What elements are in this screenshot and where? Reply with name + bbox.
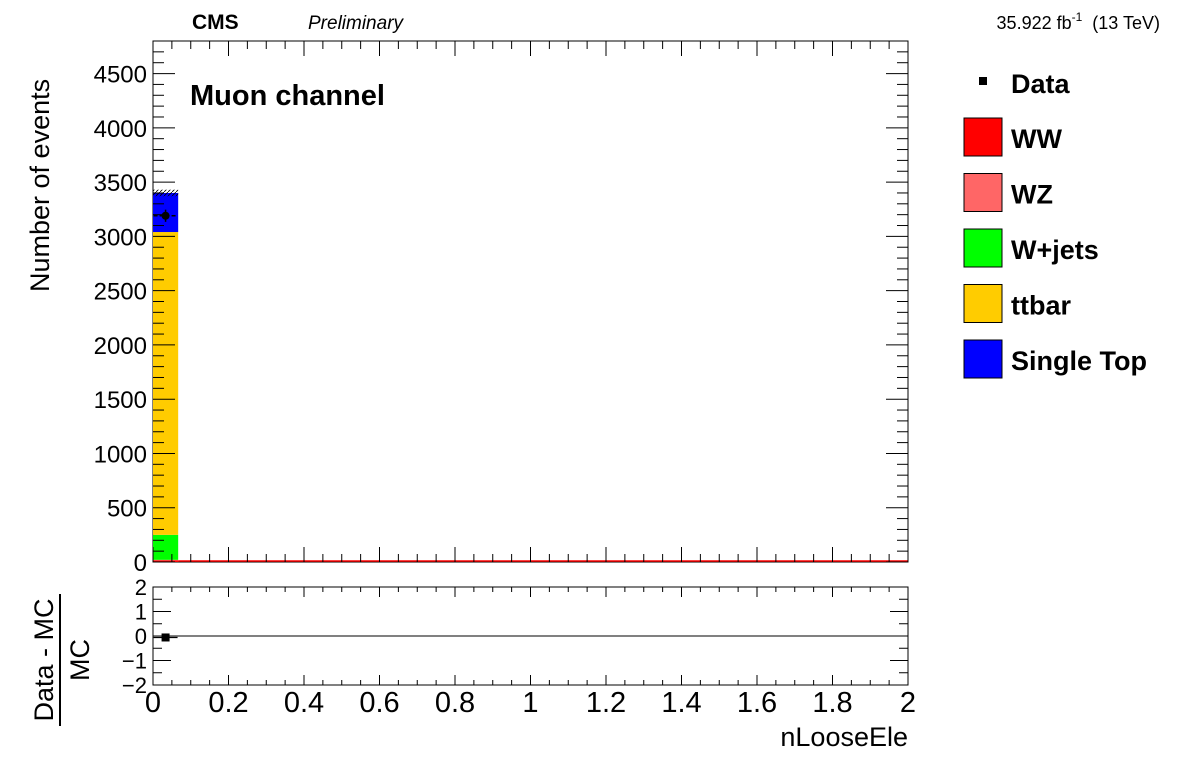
y-tick-label: 3000: [94, 224, 147, 251]
x-tick-label: 0.4: [284, 687, 324, 719]
legend-entries: WW WZ W+jets ttbar Single Top: [963, 117, 1147, 379]
bar-segment-w-jets: [153, 534, 179, 560]
ratio-y-tick-label: 2: [135, 575, 147, 600]
bar-segment-ww: [153, 560, 179, 562]
main-y-ticks: 0 500 1000 1500 2000 2500 3000 3500 4000 4500: [94, 51, 908, 577]
x-axis-label: nLooseEle: [780, 722, 908, 752]
bar-segment-ttbar: [153, 232, 179, 535]
x-tick-label: 2: [900, 687, 916, 719]
x-tick-label: 0: [145, 687, 161, 719]
legend: Data WW WZ W+jets ttbar Single Top: [963, 69, 1147, 379]
legend-swatch-ww: [963, 117, 1003, 157]
lumi-exponent: -1: [1072, 10, 1083, 24]
x-tick-label: 0.8: [435, 687, 475, 719]
stacked-bars: [153, 189, 908, 562]
ratio-y-label-numerator: Data - MC: [29, 598, 59, 721]
legend-marker-data: [979, 77, 987, 85]
lumi-label: 35.922 fb-1 (13 TeV): [997, 10, 1160, 33]
legend-swatch-ttbar: [963, 284, 1003, 323]
x-tick-label: 1.6: [737, 687, 777, 719]
lumi-value: 35.922 fb: [997, 13, 1072, 33]
x-tick-label: 0.2: [208, 687, 248, 719]
ratio-y-label-denominator: MC: [65, 639, 95, 681]
y-tick-label: 2500: [94, 279, 147, 306]
ratio-points: [153, 633, 178, 642]
x-tick-label: 1.4: [661, 687, 701, 719]
channel-annotation: Muon channel: [190, 80, 385, 112]
y-tick-label: 4000: [94, 116, 147, 143]
ratio-point: [161, 633, 170, 642]
ratio-y-tick-label: −2: [122, 673, 147, 698]
legend-swatch-wz: [963, 173, 1003, 212]
legend-label-wz: WZ: [1011, 180, 1053, 210]
data-point: [161, 211, 170, 220]
y-tick-label: 2000: [94, 333, 147, 360]
y-tick-label: 500: [107, 496, 147, 523]
data-points: [153, 209, 178, 222]
x-tick-label: 1.2: [586, 687, 626, 719]
legend-label-ww: WW: [1011, 124, 1062, 154]
status-label: Preliminary: [308, 13, 405, 34]
ratio-y-ticks: 210−1−2: [122, 575, 908, 698]
legend-label-w-jets: W+jets: [1011, 235, 1099, 265]
legend-swatch-single-top: [963, 339, 1003, 379]
y-tick-label: 0: [134, 550, 147, 577]
main-x-ticks: [152, 41, 909, 562]
y-tick-label: 4500: [94, 62, 147, 89]
ratio-y-tick-label: 1: [135, 600, 147, 625]
x-tick-label: 1.8: [812, 687, 852, 719]
mc-uncertainty-band: [153, 189, 179, 197]
legend-label-single-top: Single Top: [1011, 346, 1147, 376]
x-tick-label: 1: [522, 687, 538, 719]
energy-label: (13 TeV): [1092, 13, 1160, 33]
experiment-label: CMS: [192, 11, 239, 34]
main-plot-frame: [152, 40, 909, 563]
ratio-x-ticks: 0 0.2 0.4 0.6 0.8 1 1.2 1.4 1.6 1.8 2: [145, 587, 916, 719]
legend-swatch-w-jets: [963, 228, 1003, 268]
x-tick-label: 0.6: [359, 687, 399, 719]
y-tick-label: 1000: [94, 441, 147, 468]
bar-segment-wz: [153, 559, 179, 561]
y-tick-label: 1500: [94, 387, 147, 414]
ratio-y-tick-label: −1: [122, 649, 147, 674]
ratio-panel: 210−1−2 0 0.2 0.4 0.6 0.8 1 1.2 1.4 1.6 1.8 2 Data…: [29, 575, 916, 752]
legend-label-data: Data: [1011, 69, 1071, 99]
main-y-axis-label: Number of events: [25, 79, 55, 292]
main-panel: 0 500 1000 1500 2000 2500 3000 3500 4000 4500 Muo…: [25, 40, 909, 577]
y-tick-label: 3500: [94, 170, 147, 197]
legend-label-ttbar: ttbar: [1011, 291, 1071, 321]
ratio-y-axis-label: Data - MC MC: [29, 594, 95, 726]
ratio-y-tick-label: 0: [135, 624, 147, 649]
